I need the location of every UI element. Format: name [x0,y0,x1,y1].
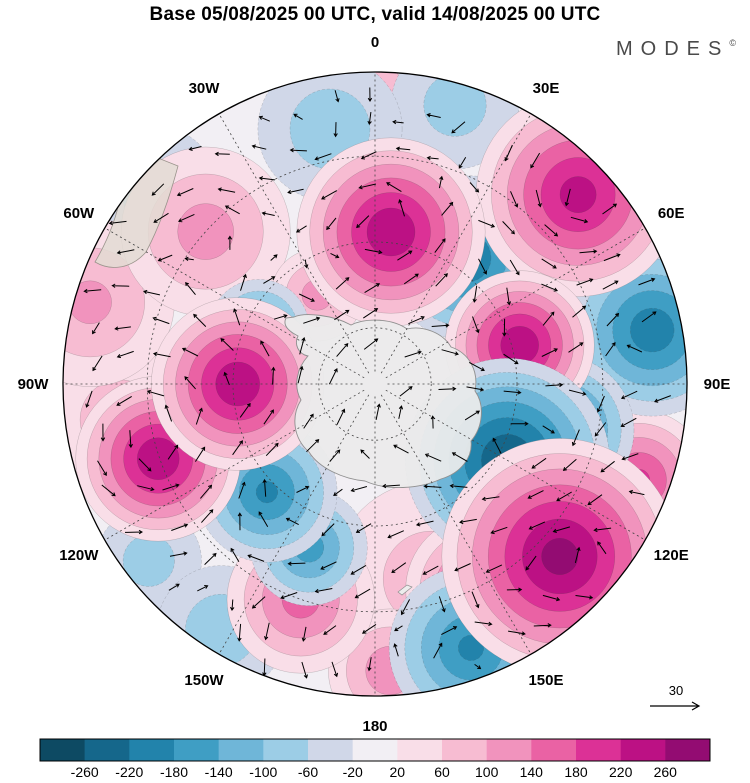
anomaly-contour [541,537,579,575]
colorbar: -260 -220 -180 -140 -100 -60 -20 20 60 100 140 180 2… [39,738,711,780]
colorbar-tick-label: -260 [71,764,99,780]
colorbar-segment [576,739,621,761]
coastline-south-america [94,157,179,268]
lon-label-60E: 60E [658,205,685,222]
lon-label-150E: 150E [528,672,563,689]
anomaly-contour [136,437,180,480]
longitude-labels: 0 30E 60E 90E 120E 150E 180 150W 120W 90W 60W 30W [18,34,731,735]
colorbar-segment [263,739,309,761]
colorbar-tick-label: 260 [654,764,678,780]
colorbar-tick-label: 140 [520,764,544,780]
colorbar-segment [665,739,711,761]
lon-label-180: 180 [362,718,387,735]
modes-logo: MODES© [616,38,736,61]
page-title: Base 05/08/2025 00 UTC, valid 14/08/2025… [149,4,601,25]
lon-label-0: 0 [371,34,379,51]
modes-logo-mark: © [729,38,736,48]
anomaly-contour [177,203,234,260]
colorbar-segment [397,739,443,761]
wind-vectors [83,87,671,679]
colorbar-tick-label: 20 [390,764,406,780]
colorbar-segment [620,739,666,761]
lon-label-30E: 30E [533,80,560,97]
reference-arrow-label: 30 [669,683,683,698]
lon-label-90E: 90E [704,376,731,393]
anomaly-contour [68,280,112,325]
coastlines [94,157,482,596]
anomaly-contour [630,307,675,353]
colorbar-outline [39,738,711,762]
colorbar-segment [218,739,264,761]
anomaly-contour [366,207,416,257]
colorbar-tick-label: 180 [564,764,588,780]
latitude-circle [232,241,518,527]
colorbar-segment [40,739,85,761]
colorbar-segment [352,739,398,761]
colorbar-segment [129,739,175,761]
colorbar-tick-label: -140 [205,764,233,780]
anomaly-contour [559,176,597,213]
colorbar-tick-label: 60 [434,764,450,780]
map-boundary [62,71,688,697]
reference-vector: 30 [650,683,701,711]
lon-label-120E: 120E [654,547,689,564]
colorbar-tick-label: -100 [249,764,277,780]
lon-label-150W: 150W [184,672,224,689]
colorbar-tick-label: -180 [160,764,188,780]
colorbar-tick-label: -20 [343,764,363,780]
anomaly-contour [458,634,484,661]
colorbar-segment [442,739,487,761]
anomaly-contour [423,73,487,137]
colorbar-segment [531,739,577,761]
colorbar-segment [84,739,130,761]
graticule [63,72,687,696]
coastline-new-zealand [397,584,413,596]
lon-label-120W: 120W [59,547,99,564]
colorbar-tick-label: 100 [475,764,499,780]
colorbar-tick-label: -220 [115,764,143,780]
lon-label-90W: 90W [18,376,50,393]
colorbar-tick-label: -60 [298,764,318,780]
colorbar-segment [486,739,532,761]
latitude-circle [318,327,432,441]
colorbar-tick-label: 220 [609,764,633,780]
modes-logo-text: MODES [616,38,730,60]
lon-label-30W: 30W [189,80,221,97]
colorbar-segment [308,739,353,761]
lon-label-60W: 60W [63,205,95,222]
reference-arrow [650,701,701,711]
anomaly-contour [255,481,278,504]
colorbar-segment [174,739,219,761]
wind-vector-arrows [83,87,671,679]
